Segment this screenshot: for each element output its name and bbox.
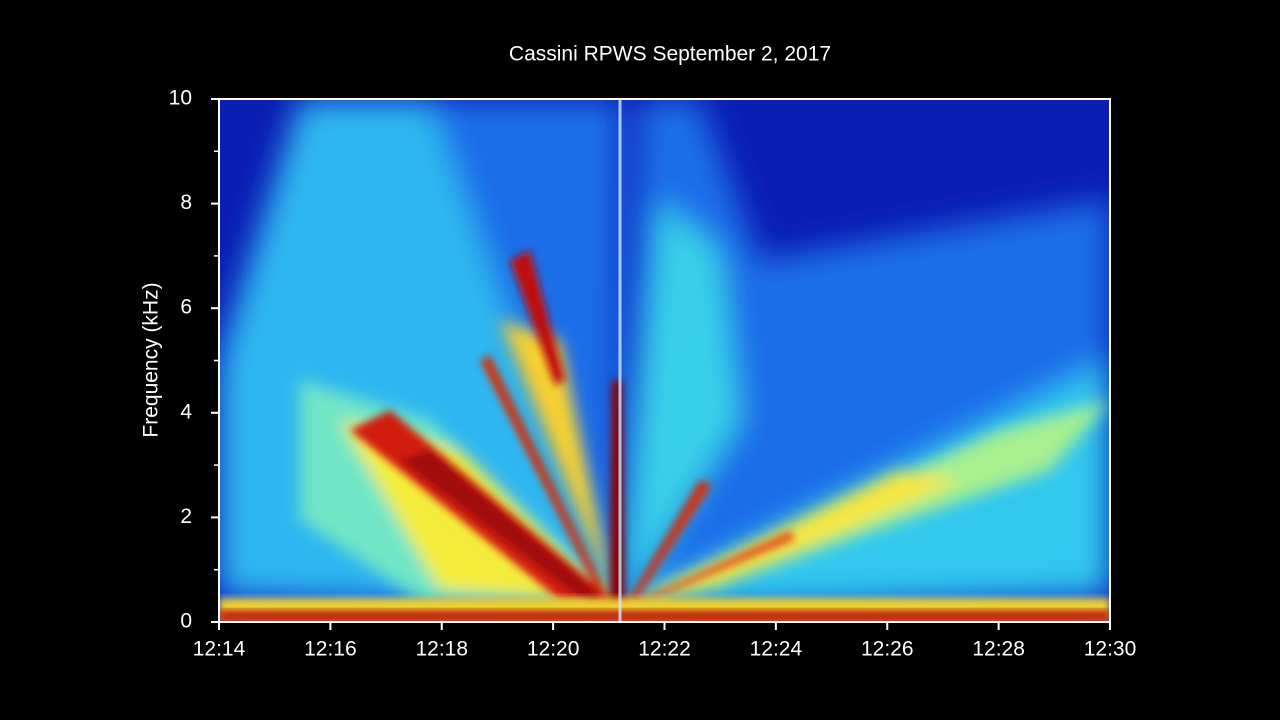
x-tick-label: 12:16 [304, 638, 357, 661]
chart-title: Cassini RPWS September 2, 2017 [509, 43, 831, 66]
y-tick-label: 10 [169, 87, 192, 110]
x-tick-label: 12:20 [527, 638, 580, 661]
x-tick-label: 12:26 [861, 638, 914, 661]
x-tick-label: 12:18 [415, 638, 468, 661]
y-tick-label: 2 [180, 505, 192, 528]
y-tick-label: 4 [180, 400, 192, 423]
y-tick-label: 0 [180, 610, 192, 633]
x-tick-label: 12:14 [193, 638, 246, 661]
y-tick-label: 8 [180, 191, 192, 214]
y-tick-label: 6 [180, 296, 192, 319]
x-tick-label: 12:28 [972, 638, 1025, 661]
spectrogram [219, 99, 1110, 622]
x-tick-label: 12:30 [1084, 638, 1137, 661]
y-axis-label: Frequency (kHz) [140, 282, 163, 437]
x-tick-label: 12:22 [638, 638, 691, 661]
x-tick-label: 12:24 [750, 638, 803, 661]
